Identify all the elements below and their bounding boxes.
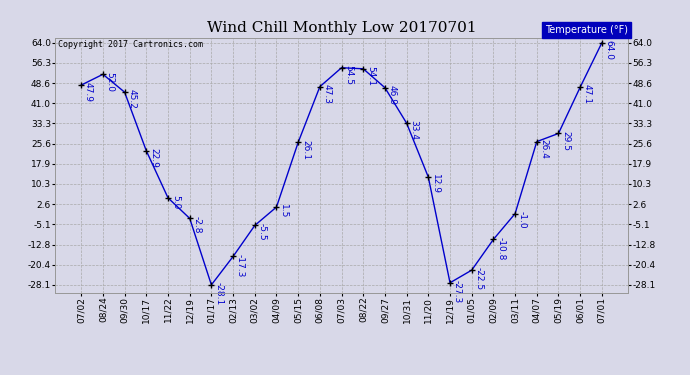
Text: -2.8: -2.8 (193, 216, 201, 233)
Text: 29.5: 29.5 (561, 130, 570, 151)
Text: 26.1: 26.1 (301, 140, 310, 160)
Text: Copyright 2017 Cartronics.com: Copyright 2017 Cartronics.com (58, 40, 203, 49)
Text: 5.0: 5.0 (171, 195, 180, 210)
Text: 54.5: 54.5 (344, 65, 353, 85)
Text: -17.3: -17.3 (236, 254, 245, 277)
Text: 45.2: 45.2 (128, 89, 137, 109)
Text: 47.1: 47.1 (583, 84, 592, 104)
Text: 52.0: 52.0 (106, 72, 115, 92)
Text: -27.3: -27.3 (453, 280, 462, 303)
Text: Temperature (°F): Temperature (°F) (545, 25, 628, 35)
Text: 54.1: 54.1 (366, 66, 375, 86)
Text: 47.3: 47.3 (323, 84, 332, 104)
Text: -1.0: -1.0 (518, 211, 527, 228)
Text: -5.5: -5.5 (257, 223, 266, 240)
Text: 47.9: 47.9 (84, 82, 93, 102)
Text: -28.1: -28.1 (214, 282, 223, 305)
Text: -22.5: -22.5 (475, 267, 484, 291)
Text: 46.9: 46.9 (388, 85, 397, 105)
Text: 33.4: 33.4 (409, 120, 418, 140)
Title: Wind Chill Monthly Low 20170701: Wind Chill Monthly Low 20170701 (207, 21, 476, 35)
Text: 22.9: 22.9 (149, 148, 158, 168)
Text: 26.4: 26.4 (540, 139, 549, 159)
Text: -10.8: -10.8 (496, 237, 505, 260)
Text: 64.0: 64.0 (604, 40, 613, 60)
Text: 1.5: 1.5 (279, 204, 288, 219)
Text: 12.9: 12.9 (431, 174, 440, 194)
